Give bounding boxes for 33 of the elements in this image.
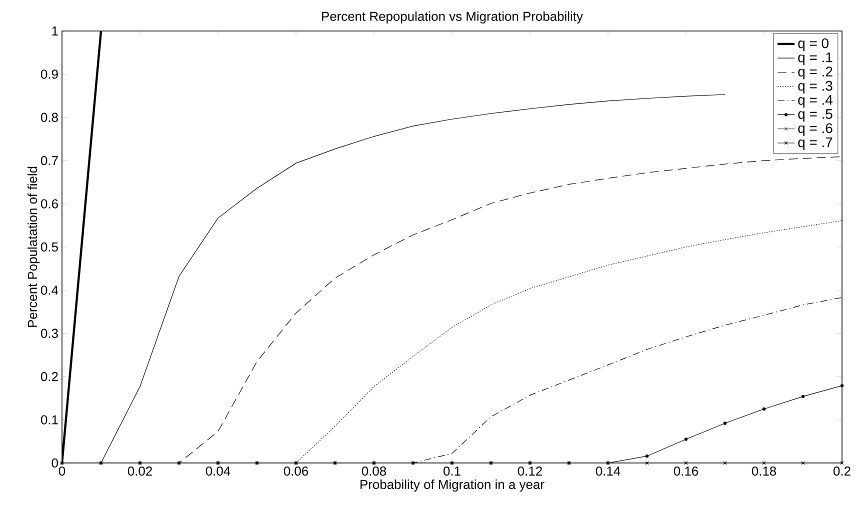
x-axis-title: Probability of Migration in a year — [360, 480, 544, 492]
x-tick-label: 0.2 — [834, 466, 850, 476]
x-tick-label: 0.16 — [674, 466, 698, 476]
y-tick-label: 0.5 — [40, 242, 58, 252]
x-tick-label: 0.14 — [596, 466, 620, 476]
x-tick-label: 0.06 — [284, 466, 308, 476]
y-tick-label: 1 — [52, 26, 58, 36]
legend-label: q = .1 — [798, 52, 832, 66]
y-tick-label: 0.9 — [40, 70, 58, 79]
y-tick-label: 0.4 — [40, 286, 58, 295]
x-tick-label: 0.12 — [518, 466, 542, 476]
y-tick-label: 0.2 — [40, 372, 58, 382]
legend-label: q = .5 — [798, 109, 832, 122]
legend-label: q = .6 — [798, 123, 832, 136]
y-tick-label: 0 — [52, 458, 58, 468]
x-tick-label: 0.08 — [362, 466, 386, 476]
chart-title: Percent Repopulation vs Migration Probability — [322, 11, 583, 24]
y-tick-label: 0.6 — [40, 199, 58, 208]
x-tick-label: 0.04 — [206, 466, 230, 476]
x-tick-label: 0.18 — [752, 466, 776, 476]
legend-label: q = .2 — [798, 66, 832, 80]
x-tick-label: 0 — [58, 466, 66, 476]
legend-label: q = .4 — [798, 95, 832, 108]
x-tick-label: 0.02 — [128, 466, 152, 476]
y-tick-label: 0.8 — [40, 112, 58, 122]
legend-label: q = .7 — [798, 137, 832, 150]
y-axis-title: Percent Populatation of field — [28, 166, 40, 327]
y-tick-label: 0.7 — [40, 156, 58, 166]
x-tick-label: 0.1 — [444, 466, 460, 476]
legend-label: q = .3 — [798, 80, 832, 94]
y-tick-label: 0.3 — [40, 328, 58, 338]
y-tick-label: 0.1 — [40, 415, 58, 424]
legend-label: q = 0 — [798, 38, 828, 51]
